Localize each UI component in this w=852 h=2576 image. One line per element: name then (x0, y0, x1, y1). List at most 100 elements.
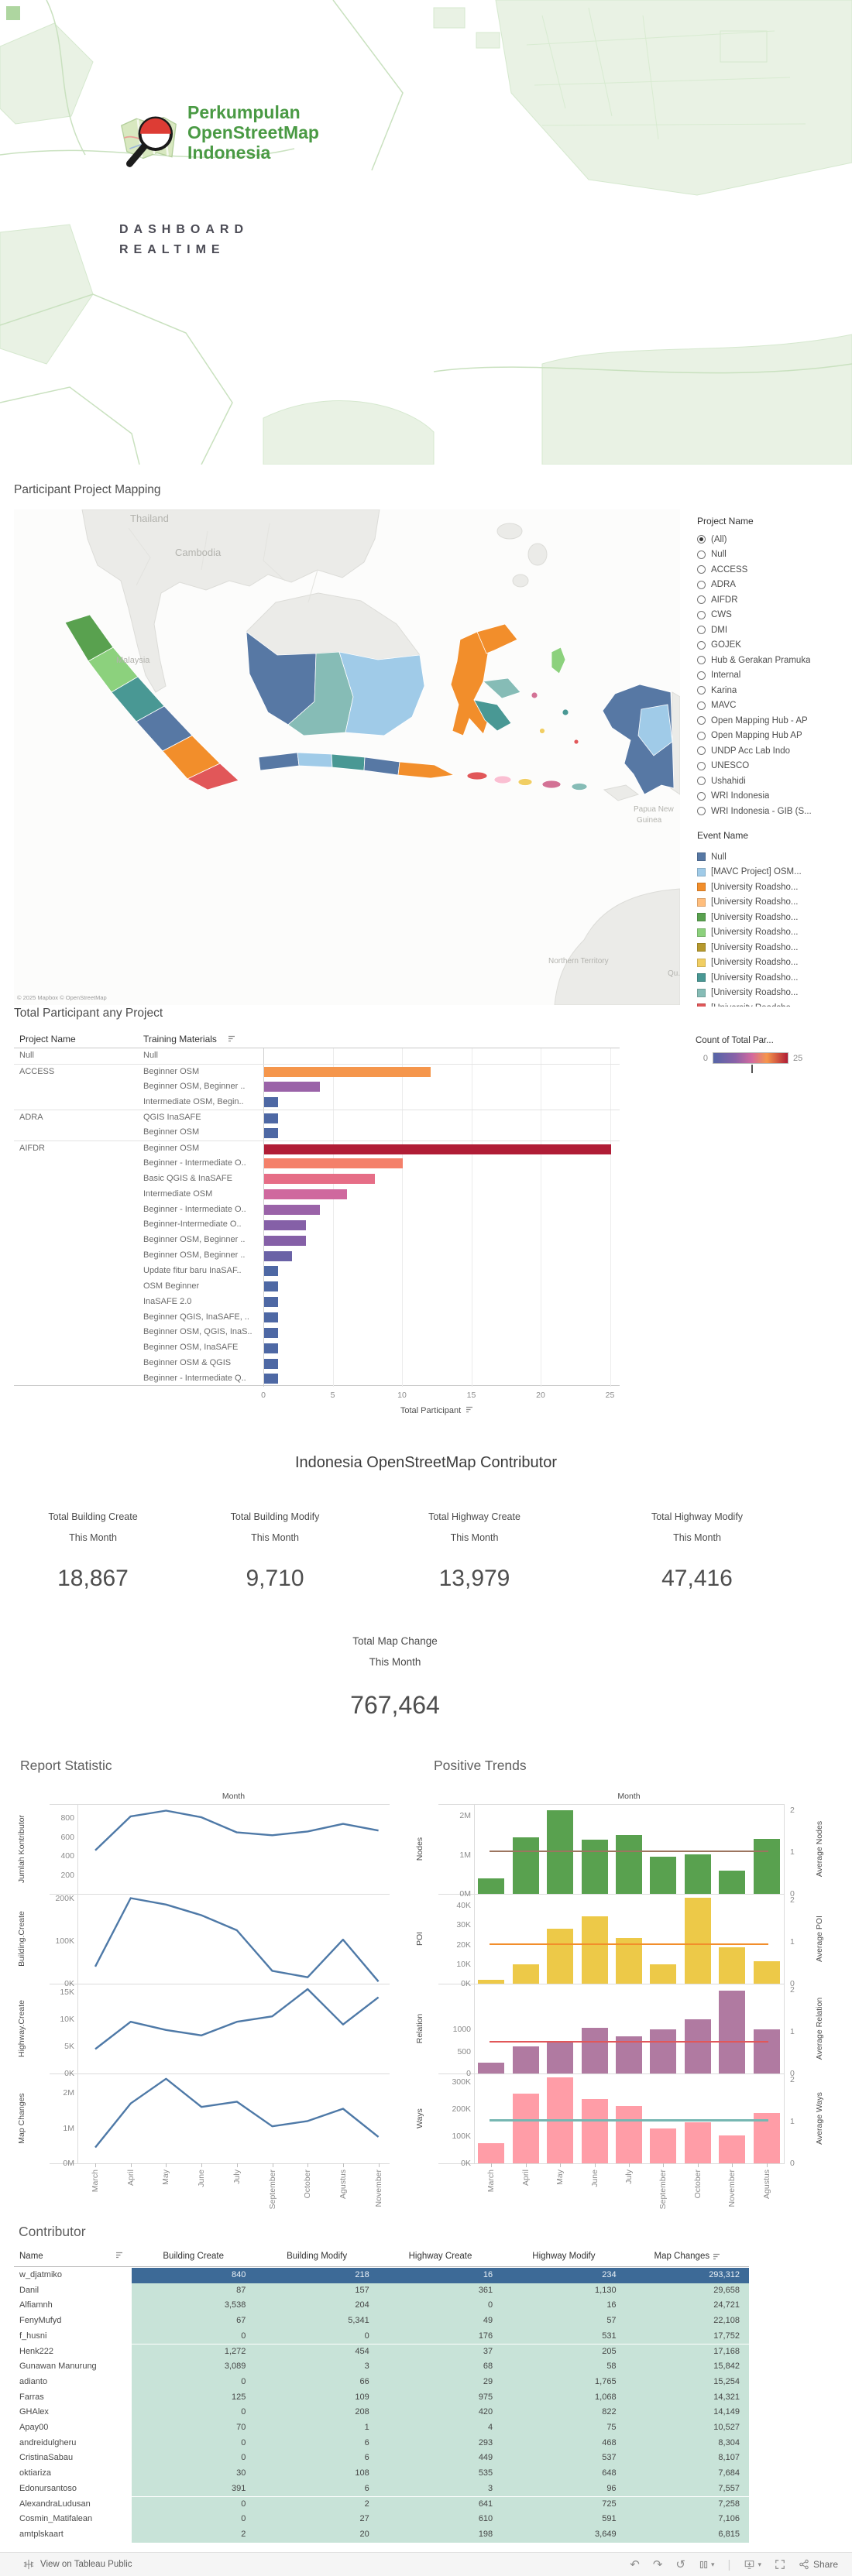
participant-bar[interactable] (264, 1067, 431, 1078)
bar-mark[interactable] (753, 1961, 780, 1984)
line-chart-building-create[interactable] (77, 1894, 390, 1984)
participant-axis-label[interactable]: Total Participant (263, 1406, 610, 1415)
project-filter-option[interactable]: Open Mapping Hub AP (697, 729, 852, 744)
event-legend-item[interactable]: [University Roadsho... (697, 895, 852, 911)
color-legend-gradient[interactable] (713, 1052, 788, 1064)
project-filter-option[interactable]: DMI (697, 623, 852, 638)
refresh-icon[interactable]: ▾ (699, 2560, 715, 2570)
table-row[interactable]: GHAlex 0 208 420 822 14,149 (14, 2405, 749, 2420)
table-row[interactable]: CristinaSabau 0 6 449 537 8,107 (14, 2451, 749, 2467)
bar-mark[interactable] (616, 1835, 642, 1894)
contributor-header-highway-create[interactable]: Highway Create (379, 2252, 502, 2261)
participant-bar[interactable] (264, 1219, 306, 1230)
participant-bar[interactable] (264, 1327, 278, 1338)
bar-mark[interactable] (684, 1898, 711, 1984)
participant-bar[interactable] (264, 1082, 320, 1092)
table-row[interactable]: Gunawan Manurung 3,089 3 68 58 15,842 (14, 2359, 749, 2375)
project-filter-option[interactable]: GOJEK (697, 638, 852, 653)
map-colored-regions[interactable] (64, 614, 675, 795)
table-row[interactable]: f_husni 0 0 176 531 17,752 (14, 2328, 749, 2344)
table-row[interactable]: Cosmin_Matifalean 0 27 610 591 7,106 (14, 2512, 749, 2527)
contributor-header-building-create[interactable]: Building Create (132, 2252, 255, 2261)
bar-mark[interactable] (512, 1964, 539, 1984)
bar-mark[interactable] (753, 2029, 780, 2073)
bar-mark[interactable] (581, 1840, 608, 1894)
bar-mark[interactable] (650, 2128, 677, 2163)
participant-bar[interactable] (264, 1127, 278, 1138)
contributor-header-building-modify[interactable]: Building Modify (255, 2252, 378, 2261)
project-filter-option[interactable]: (All) (697, 532, 852, 547)
bar-mark[interactable] (581, 2099, 608, 2163)
participant-bar[interactable] (264, 1312, 278, 1322)
undo-icon[interactable]: ↶ (630, 2557, 640, 2571)
download-icon[interactable]: ▾ (744, 2559, 761, 2570)
bar-mark[interactable] (581, 2027, 608, 2073)
line-chart-highway-create[interactable] (77, 1984, 390, 2073)
bar-mark[interactable] (616, 2105, 642, 2163)
participant-bar[interactable] (264, 1358, 278, 1369)
bar-mark[interactable] (684, 1854, 711, 1894)
project-filter-option[interactable]: Open Mapping Hub - AP (697, 713, 852, 729)
table-row[interactable]: w_djatmiko 840 218 16 234 293,312 (14, 2268, 749, 2283)
bar-mark[interactable] (512, 1837, 539, 1894)
bar-mark[interactable] (719, 2135, 746, 2163)
participant-col-header-project[interactable]: Project Name (19, 1034, 76, 1044)
event-legend-item[interactable]: [University Roadsho... (697, 910, 852, 925)
bar-mark[interactable] (547, 2043, 574, 2073)
project-filter-option[interactable]: UNESCO (697, 759, 852, 774)
table-row[interactable]: andreidulgheru 0 6 293 468 8,304 (14, 2435, 749, 2451)
redo-icon[interactable]: ↷ (652, 2557, 663, 2571)
indonesia-participant-map[interactable]: Thailand Cambodia Malaysia Papua New Guinea N… (14, 509, 680, 1005)
project-filter-option[interactable]: Karina (697, 683, 852, 698)
participant-bar[interactable] (264, 1297, 278, 1308)
event-legend-item[interactable]: [University Roadsho... (697, 880, 852, 895)
project-filter-option[interactable]: CWS (697, 608, 852, 623)
project-filter-option[interactable]: Internal (697, 668, 852, 684)
project-filter-option[interactable]: ACCESS (697, 562, 852, 578)
contributor-header-name[interactable]: Name (19, 2252, 123, 2261)
fullscreen-icon[interactable] (775, 2559, 785, 2570)
event-legend-item[interactable]: Null (697, 849, 852, 865)
bar-mark[interactable] (616, 1937, 642, 1984)
event-legend-item[interactable]: [University Roadsho... (697, 955, 852, 971)
table-row[interactable]: Danil 87 157 361 1,130 29,658 (14, 2283, 749, 2299)
bar-mark[interactable] (719, 1990, 746, 2073)
bar-mark[interactable] (512, 2094, 539, 2163)
project-filter-option[interactable]: AIFDR (697, 592, 852, 608)
participant-bar[interactable] (264, 1144, 611, 1154)
view-on-tableau-link[interactable]: View on Tableau Public (23, 2553, 132, 2576)
participant-bar[interactable] (264, 1250, 292, 1261)
table-row[interactable]: Farras 125 109 975 1,068 14,321 (14, 2389, 749, 2406)
participant-bar[interactable] (264, 1096, 278, 1107)
participant-bar[interactable] (264, 1174, 376, 1185)
participant-bar[interactable] (264, 1374, 278, 1384)
line-chart-jumlah-kontributor[interactable] (77, 1804, 390, 1894)
event-legend-item[interactable]: [University Roadsho... (697, 986, 852, 1001)
project-filter-option[interactable]: Hub & Gerakan Pramuka (697, 653, 852, 668)
bar-mark[interactable] (581, 1916, 608, 1984)
bar-mark[interactable] (719, 1947, 746, 1984)
project-filter-option[interactable]: WRI Indonesia - GIB (S... (697, 804, 852, 819)
participant-col-header-material[interactable]: Training Materials (143, 1034, 235, 1044)
contributor-header-map-changes[interactable]: Map Changes (626, 2252, 749, 2261)
bar-mark[interactable] (684, 2122, 711, 2163)
event-legend-item[interactable]: [University Roadsho... (697, 940, 852, 955)
project-filter-option[interactable]: UNDP Acc Lab Indo (697, 743, 852, 759)
table-row[interactable]: AlexandraLudusan 0 2 641 725 7,258 (14, 2496, 749, 2513)
share-button[interactable]: Share (799, 2559, 838, 2570)
table-row[interactable]: FenyMufyd 67 5,341 49 57 22,108 (14, 2314, 749, 2329)
event-legend-item[interactable]: [MAVC Project] OSM... (697, 865, 852, 880)
bar-mark[interactable] (719, 1870, 746, 1894)
bar-mark[interactable] (753, 1839, 780, 1894)
table-row[interactable]: Henk222 1,272 454 37 205 17,168 (14, 2344, 749, 2360)
table-row[interactable]: Alfiamnh 3,538 204 0 16 24,721 (14, 2298, 749, 2314)
bar-mark[interactable] (478, 1878, 505, 1894)
color-legend-tick[interactable] (751, 1065, 753, 1073)
event-legend-item[interactable]: [University Roadsho... (697, 925, 852, 941)
bar-mark[interactable] (684, 2019, 711, 2073)
revert-icon[interactable]: ↺ (675, 2557, 685, 2571)
bar-mark[interactable] (650, 1964, 677, 1984)
table-row[interactable]: Apay00 70 1 4 75 10,527 (14, 2420, 749, 2436)
project-filter-option[interactable]: MAVC (697, 698, 852, 714)
bar-mark[interactable] (753, 2113, 780, 2163)
